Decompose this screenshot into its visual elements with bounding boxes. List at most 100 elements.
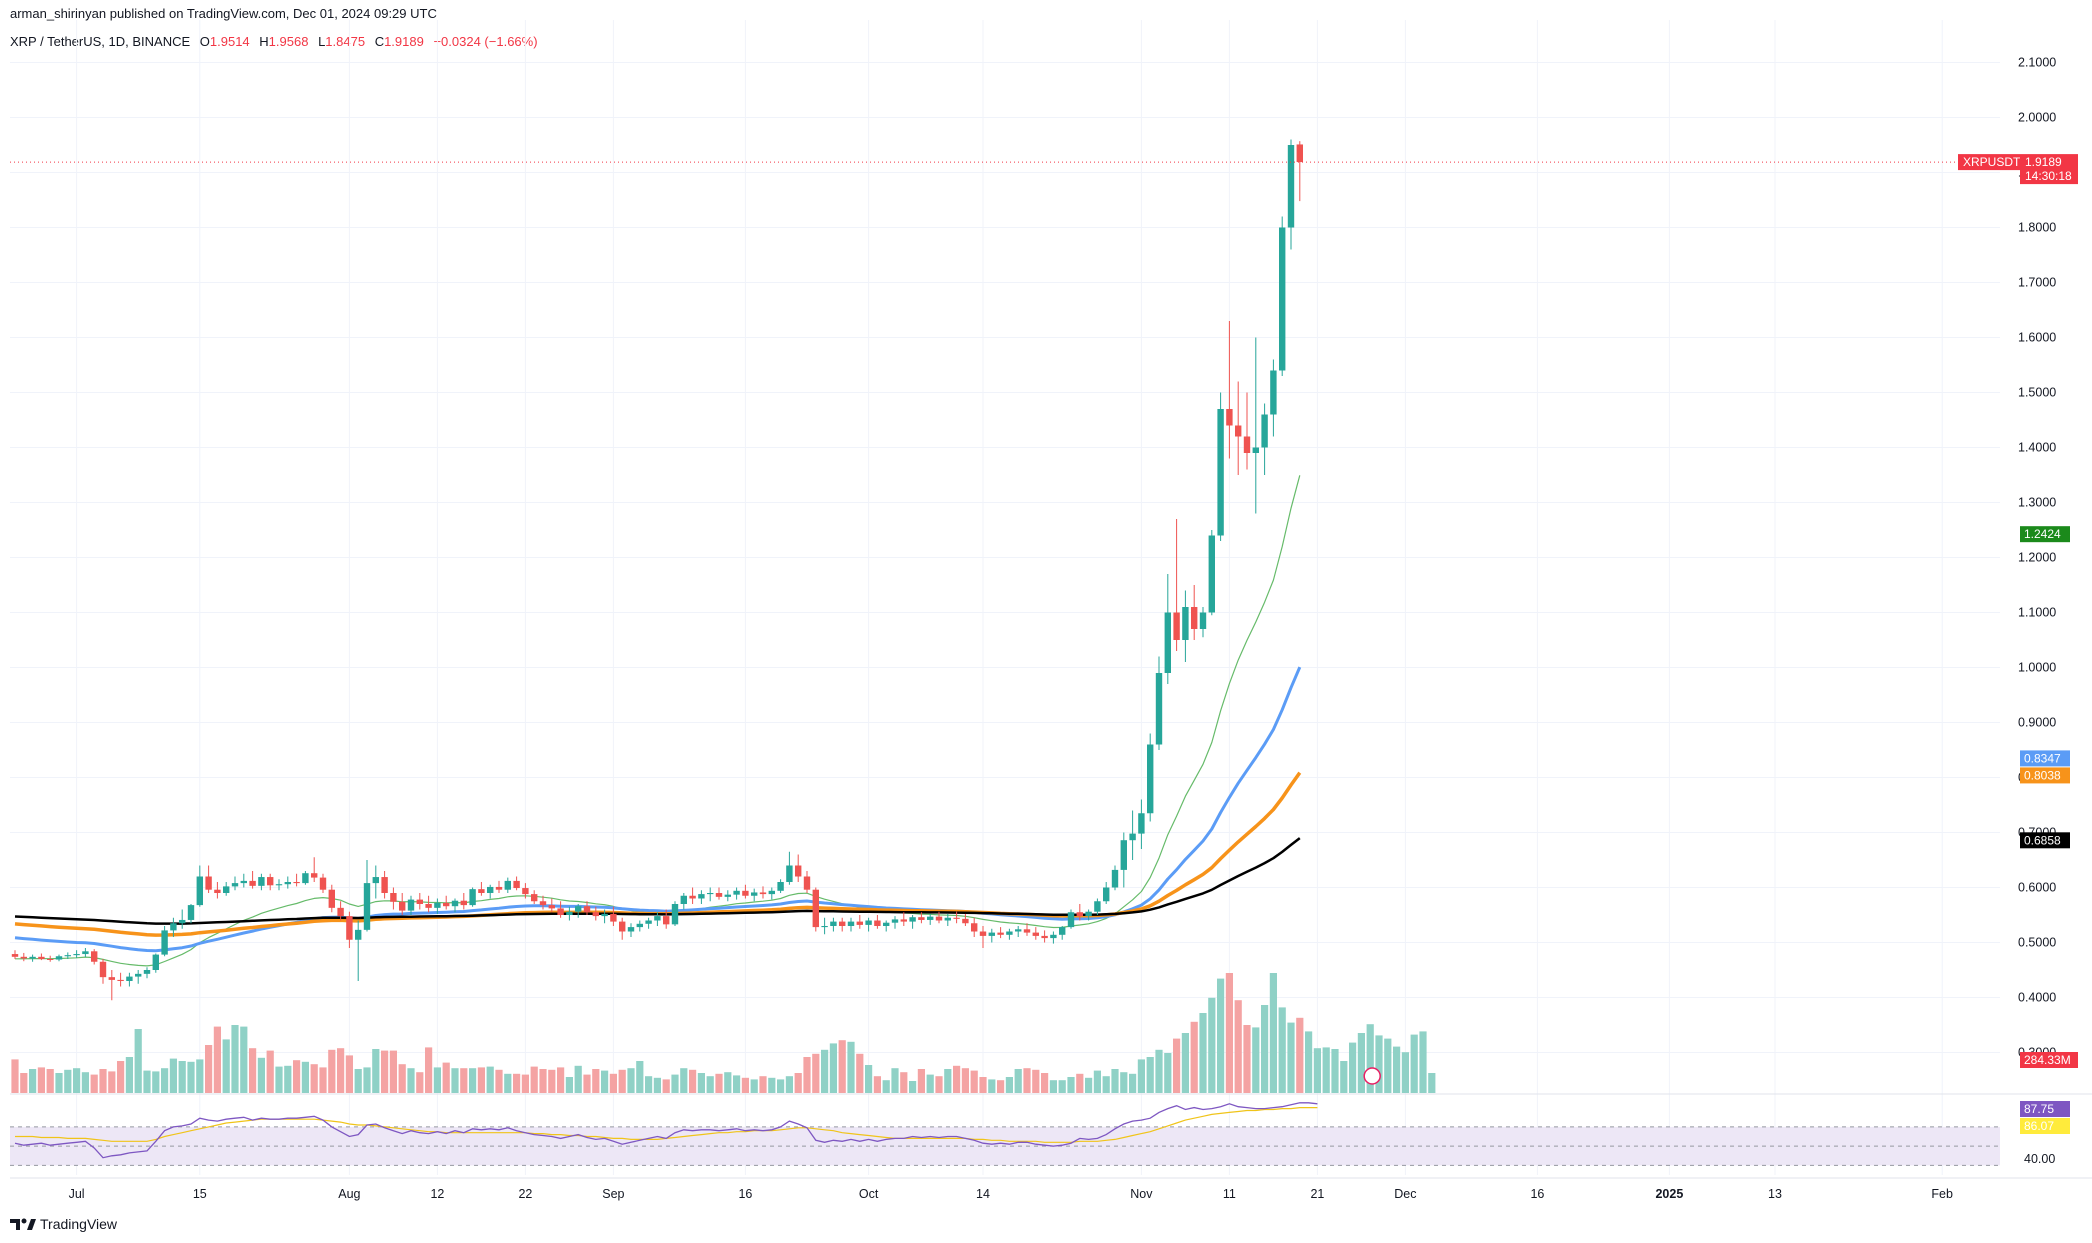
rsi-axis-label: 40.00 bbox=[2024, 1152, 2055, 1166]
candle-body bbox=[707, 893, 714, 895]
volume-bar bbox=[882, 1080, 890, 1093]
x-tick-label: 16 bbox=[1530, 1187, 1544, 1201]
candle-body bbox=[407, 899, 415, 911]
candle-body bbox=[55, 956, 63, 960]
volume-bar bbox=[433, 1067, 441, 1093]
volume-bar bbox=[1120, 1072, 1128, 1093]
alert-icon[interactable] bbox=[1363, 1067, 1381, 1085]
volume-bar bbox=[1375, 1035, 1383, 1093]
volume-bar bbox=[152, 1071, 160, 1093]
volume-bar bbox=[829, 1043, 837, 1093]
volume-bar bbox=[1234, 1000, 1242, 1093]
volume-bar bbox=[917, 1069, 925, 1093]
candle-body bbox=[610, 913, 617, 922]
volume-bar bbox=[451, 1068, 459, 1093]
candle-body bbox=[1199, 612, 1207, 629]
y-tick-label: 1.1000 bbox=[2018, 606, 2056, 620]
volume-bar bbox=[90, 1074, 98, 1093]
candle-body bbox=[302, 873, 309, 884]
candle-body bbox=[627, 927, 635, 932]
y-tick-label: 1.6000 bbox=[2018, 331, 2056, 345]
x-tick-label: Nov bbox=[1130, 1187, 1153, 1201]
volume-bar bbox=[1199, 1013, 1207, 1093]
volume-bar bbox=[1305, 1031, 1313, 1093]
y-tick-label: 1.2000 bbox=[2018, 551, 2056, 565]
candle-body bbox=[1138, 813, 1145, 834]
volume-bar bbox=[935, 1076, 943, 1093]
volume-bar bbox=[741, 1077, 749, 1093]
volume-bar bbox=[81, 1072, 89, 1093]
volume-bar bbox=[539, 1069, 547, 1093]
volume-bar bbox=[1173, 1038, 1181, 1093]
volume-bar bbox=[363, 1067, 371, 1093]
volume-bar bbox=[407, 1068, 415, 1093]
candle-body bbox=[1173, 612, 1180, 640]
candle-body bbox=[1103, 887, 1110, 902]
volume-bar bbox=[266, 1050, 274, 1093]
candle-body bbox=[1296, 144, 1303, 163]
volume-bar bbox=[1419, 1031, 1427, 1093]
volume-bar bbox=[187, 1061, 195, 1093]
footer-brand[interactable]: TradingView bbox=[10, 1216, 117, 1232]
volume-bar bbox=[548, 1069, 556, 1093]
volume-bar bbox=[785, 1076, 793, 1093]
candle-body bbox=[38, 956, 45, 959]
candle-body bbox=[355, 929, 362, 940]
candle-body bbox=[152, 954, 159, 970]
candle-body bbox=[1147, 744, 1154, 814]
symbol-label[interactable]: XRP / TetherUS, 1D, BINANCE bbox=[10, 34, 191, 49]
volume-bar bbox=[205, 1045, 213, 1093]
volume-bar bbox=[125, 1057, 133, 1093]
volume-bar bbox=[856, 1053, 864, 1093]
volume-bar bbox=[838, 1040, 846, 1093]
volume-bar bbox=[530, 1066, 538, 1093]
volume-bar bbox=[680, 1068, 688, 1093]
candle-body bbox=[91, 951, 98, 962]
candle-body bbox=[1252, 447, 1259, 453]
volume-bar bbox=[249, 1048, 257, 1093]
candle-body bbox=[170, 923, 177, 931]
volume-bar bbox=[1076, 1073, 1084, 1093]
volume-bar bbox=[1366, 1024, 1374, 1093]
candle-body bbox=[1243, 436, 1251, 453]
volume-bar bbox=[284, 1065, 292, 1093]
candle-body bbox=[777, 882, 784, 891]
volume-bar bbox=[275, 1066, 283, 1093]
volume-bar bbox=[1049, 1080, 1057, 1093]
candle-body bbox=[275, 884, 283, 886]
candle-body bbox=[1261, 414, 1268, 448]
candle-body bbox=[1182, 607, 1189, 640]
candle-body bbox=[944, 917, 951, 921]
volume-bar bbox=[328, 1049, 336, 1093]
volume-bar bbox=[108, 1071, 116, 1093]
x-tick-label: 11 bbox=[1223, 1187, 1236, 1201]
candle-body bbox=[918, 917, 925, 920]
candle-body bbox=[187, 905, 195, 920]
volume-bar bbox=[865, 1065, 873, 1093]
last-price-tag bbox=[2020, 154, 2078, 185]
volume-bar bbox=[777, 1079, 785, 1093]
volume-bar bbox=[1005, 1077, 1013, 1093]
volume-bar bbox=[944, 1069, 952, 1093]
candle-body bbox=[29, 956, 36, 959]
volume-bar bbox=[117, 1061, 125, 1093]
candle-body bbox=[1226, 409, 1233, 426]
candle-body bbox=[812, 889, 819, 928]
candle-body bbox=[1129, 833, 1136, 841]
candle-body bbox=[531, 894, 538, 902]
candle-body bbox=[935, 916, 943, 921]
candle-body bbox=[1032, 932, 1039, 936]
candle-body bbox=[73, 954, 80, 956]
high-value: 1.9568 bbox=[268, 34, 309, 49]
volume-bar bbox=[495, 1069, 503, 1093]
volume-bar bbox=[1357, 1033, 1365, 1093]
volume-bar bbox=[55, 1073, 63, 1093]
volume-bar bbox=[601, 1070, 609, 1093]
x-tick-label: 16 bbox=[738, 1187, 752, 1201]
volume-bar bbox=[1261, 1005, 1269, 1093]
candle-body bbox=[689, 895, 696, 899]
volume-bar bbox=[1313, 1048, 1321, 1093]
y-tick-label: 1.4000 bbox=[2018, 441, 2056, 455]
candle-body bbox=[909, 917, 916, 922]
